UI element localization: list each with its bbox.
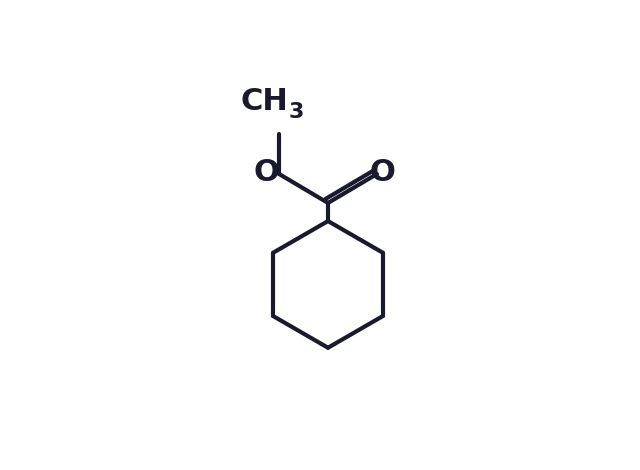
Text: O: O: [369, 158, 396, 187]
Text: 3: 3: [289, 102, 304, 122]
Text: CH: CH: [241, 87, 288, 116]
Text: O: O: [253, 158, 280, 187]
